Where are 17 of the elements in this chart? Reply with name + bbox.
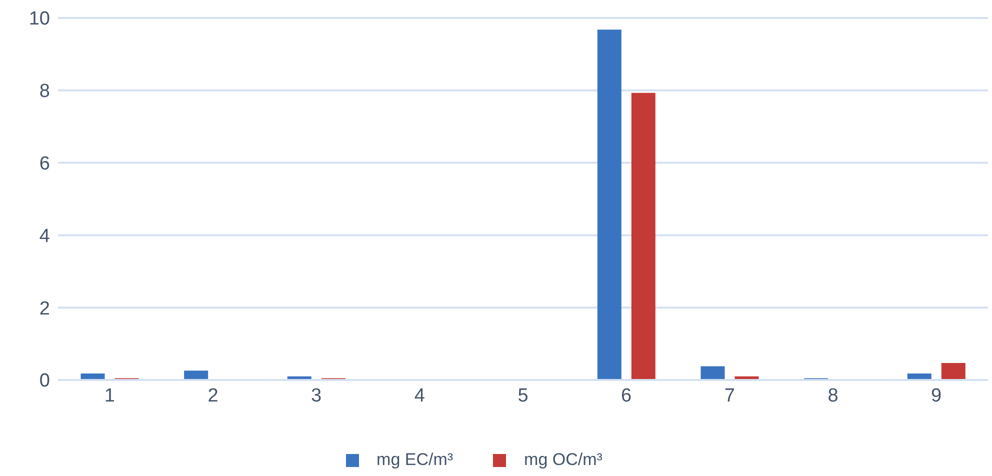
x-tick-label: 8 <box>828 385 838 406</box>
y-tick-label: 2 <box>39 298 50 320</box>
x-tick-label: 1 <box>104 385 115 406</box>
legend-label: mg OC/m³ <box>524 450 602 469</box>
y-tick-label: 10 <box>28 8 50 30</box>
legend-label: mg EC/m³ <box>376 450 454 469</box>
x-tick-label: 9 <box>931 385 942 406</box>
y-tick-label: 0 <box>39 370 50 392</box>
x-tick-label: 3 <box>311 385 322 406</box>
x-tick-label: 2 <box>208 385 218 406</box>
x-tick-label: 6 <box>621 385 632 406</box>
x-tick-label: 4 <box>414 385 426 406</box>
y-tick-label: 8 <box>39 81 50 102</box>
y-tick-label: 6 <box>39 154 50 175</box>
y-tick-label: 4 <box>39 226 50 247</box>
x-tick-label: 5 <box>518 385 528 406</box>
x-tick-label: 7 <box>724 385 735 406</box>
